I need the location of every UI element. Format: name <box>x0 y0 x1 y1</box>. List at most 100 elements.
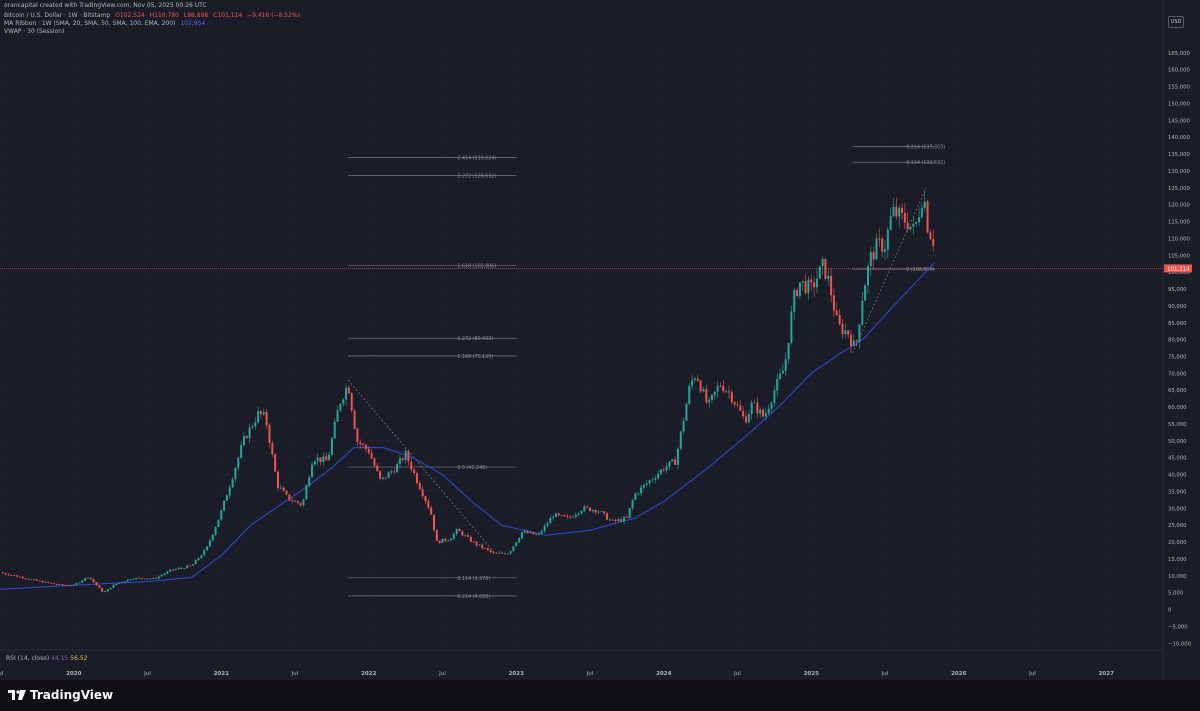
candle-body <box>129 579 132 581</box>
candle-body <box>634 493 637 500</box>
candle-body <box>296 500 299 504</box>
candles <box>1 189 935 593</box>
candle-body <box>194 560 197 565</box>
candle-body <box>13 575 16 576</box>
candle-body <box>642 484 645 488</box>
candle-body <box>688 385 691 404</box>
time-tick-label: 2023 <box>509 671 524 677</box>
candle-body <box>274 454 277 472</box>
price-tick-label: 130,000 <box>1168 169 1191 175</box>
candle-body <box>617 519 620 521</box>
candle-body <box>291 500 294 502</box>
candle-body <box>710 394 713 400</box>
candle-body <box>520 532 523 539</box>
candle-body <box>727 391 730 393</box>
candle-body <box>38 580 41 582</box>
candle-body <box>350 393 353 411</box>
candle-body <box>69 585 72 587</box>
candle-body <box>886 229 889 250</box>
candle-body <box>186 565 189 569</box>
ma-value: 102,954 <box>180 20 206 27</box>
candle-body <box>132 578 135 580</box>
candle-body <box>225 495 228 501</box>
vwap-label: VWAP · 30 (Session) <box>4 28 65 35</box>
fib-label: 1.618 (102,006) <box>457 263 496 269</box>
candle-body <box>512 546 515 552</box>
candle-body <box>691 379 694 386</box>
candle-body <box>356 428 359 442</box>
candle-body <box>174 569 177 571</box>
candle-body <box>444 538 447 541</box>
tradingview-logo[interactable]: TradingView <box>8 688 113 702</box>
candle-body <box>407 451 410 462</box>
price-tick-label: 5,000 <box>1168 591 1184 597</box>
time-tick-label: 2024 <box>656 671 671 677</box>
candle-body <box>901 208 904 213</box>
price-tick-label: −10,000 <box>1168 641 1192 647</box>
candle-body <box>668 461 671 467</box>
fib-label: 2.272 (128,632) <box>457 174 496 180</box>
candle-body <box>135 577 138 579</box>
candle-body <box>713 391 716 395</box>
ohlc-change: −9,416 (−8.52%) <box>247 12 300 19</box>
fib-label: 2.414 (133,924) <box>457 156 496 162</box>
candle-body <box>869 252 872 266</box>
time-tick-label: Jul <box>438 671 446 677</box>
price-tick-label: 0 <box>1168 608 1172 614</box>
currency-button[interactable]: USD <box>1168 16 1184 28</box>
candle-body <box>265 411 268 426</box>
candle-body <box>44 581 47 583</box>
candle-body <box>759 409 762 414</box>
candle-body <box>319 457 322 462</box>
candle-body <box>810 279 813 283</box>
candle-body <box>614 519 617 521</box>
candle-body <box>832 295 835 311</box>
candle-body <box>72 584 75 586</box>
candle-body <box>492 551 495 553</box>
candle-body <box>506 553 509 555</box>
candle-body <box>498 552 501 554</box>
candle-body <box>16 575 19 577</box>
rsi-label: RSI (14, close) <box>6 655 50 662</box>
candle-body <box>64 584 67 586</box>
candle-body <box>305 485 308 500</box>
candle-body <box>67 585 70 586</box>
candle-body <box>725 391 728 393</box>
candle-body <box>27 578 30 580</box>
candle-body <box>864 285 867 301</box>
price-tick-label: 55,000 <box>1168 422 1187 428</box>
legend-vwap[interactable]: VWAP · 30 (Session) <box>4 28 67 36</box>
candle-body <box>546 523 549 526</box>
candle-body <box>767 408 770 414</box>
symbol-name: Bitcoin / U.S. Dollar · 1W · Bitstamp <box>4 12 111 19</box>
candle-body <box>659 469 662 474</box>
price-tick-label: 25,000 <box>1168 523 1187 529</box>
candle-body <box>183 568 186 569</box>
candle-body <box>413 469 416 474</box>
candle-body <box>268 425 271 444</box>
candle-body <box>747 413 750 423</box>
candle-body <box>211 534 214 541</box>
candle-body <box>160 574 163 577</box>
candle-body <box>881 238 884 252</box>
candle-body <box>929 232 932 240</box>
candle-body <box>35 579 38 581</box>
time-tick-label: 2025 <box>804 671 819 677</box>
price-tick-label: 60,000 <box>1168 405 1187 411</box>
candle-body <box>685 403 688 421</box>
candle-body <box>81 580 84 583</box>
candle-body <box>861 300 864 325</box>
candle-body <box>486 548 489 550</box>
candle-body <box>89 577 92 580</box>
candle-body <box>637 493 640 495</box>
price-tick-label: 105,000 <box>1168 253 1191 259</box>
candle-body <box>793 289 796 312</box>
candle-body <box>398 458 401 465</box>
rsi-legend[interactable]: RSI (14, close) 44.15 56.52 <box>6 655 87 662</box>
legend-ma[interactable]: MA Ribbon · 1W (SMA, 20, SMA, 50, SMA, 1… <box>4 20 208 28</box>
rsi-value-2: 56.52 <box>70 655 88 662</box>
candle-body <box>166 571 169 574</box>
candle-body <box>662 469 665 471</box>
candle-body <box>169 569 172 572</box>
